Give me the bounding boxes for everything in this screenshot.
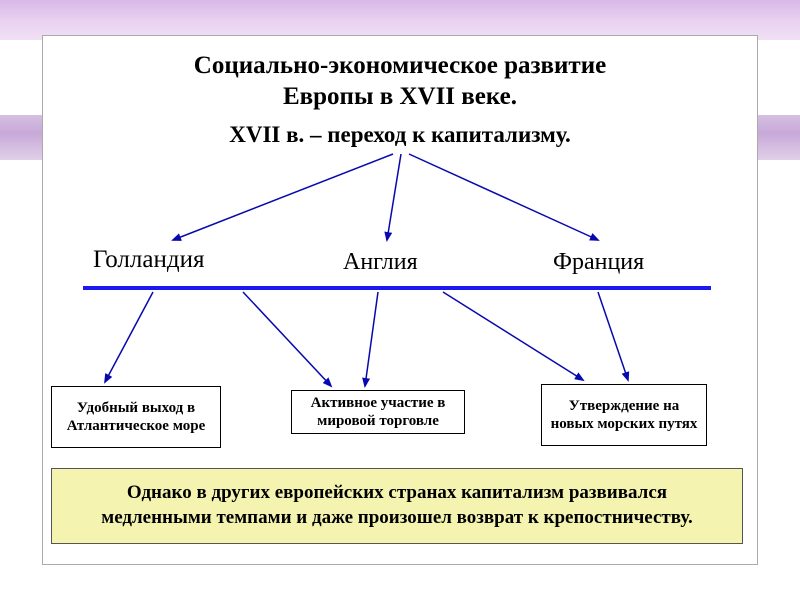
arrow <box>409 154 598 240</box>
arrow <box>387 154 401 240</box>
factor-box-2: Утверждение на новых морских путях <box>541 384 707 446</box>
arrow <box>365 292 378 386</box>
subtitle: XVII в. – переход к капитализму. <box>43 122 757 148</box>
country-label-2: Франция <box>553 249 644 276</box>
summary-box: Однако в других европейских странах капи… <box>51 468 743 544</box>
divider-line <box>83 286 711 290</box>
arrow <box>105 292 153 382</box>
country-label-1: Англия <box>343 249 418 276</box>
arrow <box>443 292 583 380</box>
decorative-top-gradient <box>0 0 800 40</box>
title-line-1: Социально-экономическое развитие <box>43 50 757 81</box>
arrow <box>243 292 331 386</box>
factor-box-0: Удобный выход в Атлантическое море <box>51 386 221 448</box>
main-title: Социально-экономическое развитие Европы … <box>43 50 757 113</box>
main-panel: Социально-экономическое развитие Европы … <box>42 35 758 565</box>
country-label-0: Голландия <box>93 246 204 274</box>
title-line-2: Европы в XVII веке. <box>43 81 757 112</box>
arrow <box>598 292 628 380</box>
arrow <box>173 154 393 240</box>
factor-box-1: Активное участие в мировой торговле <box>291 390 465 434</box>
